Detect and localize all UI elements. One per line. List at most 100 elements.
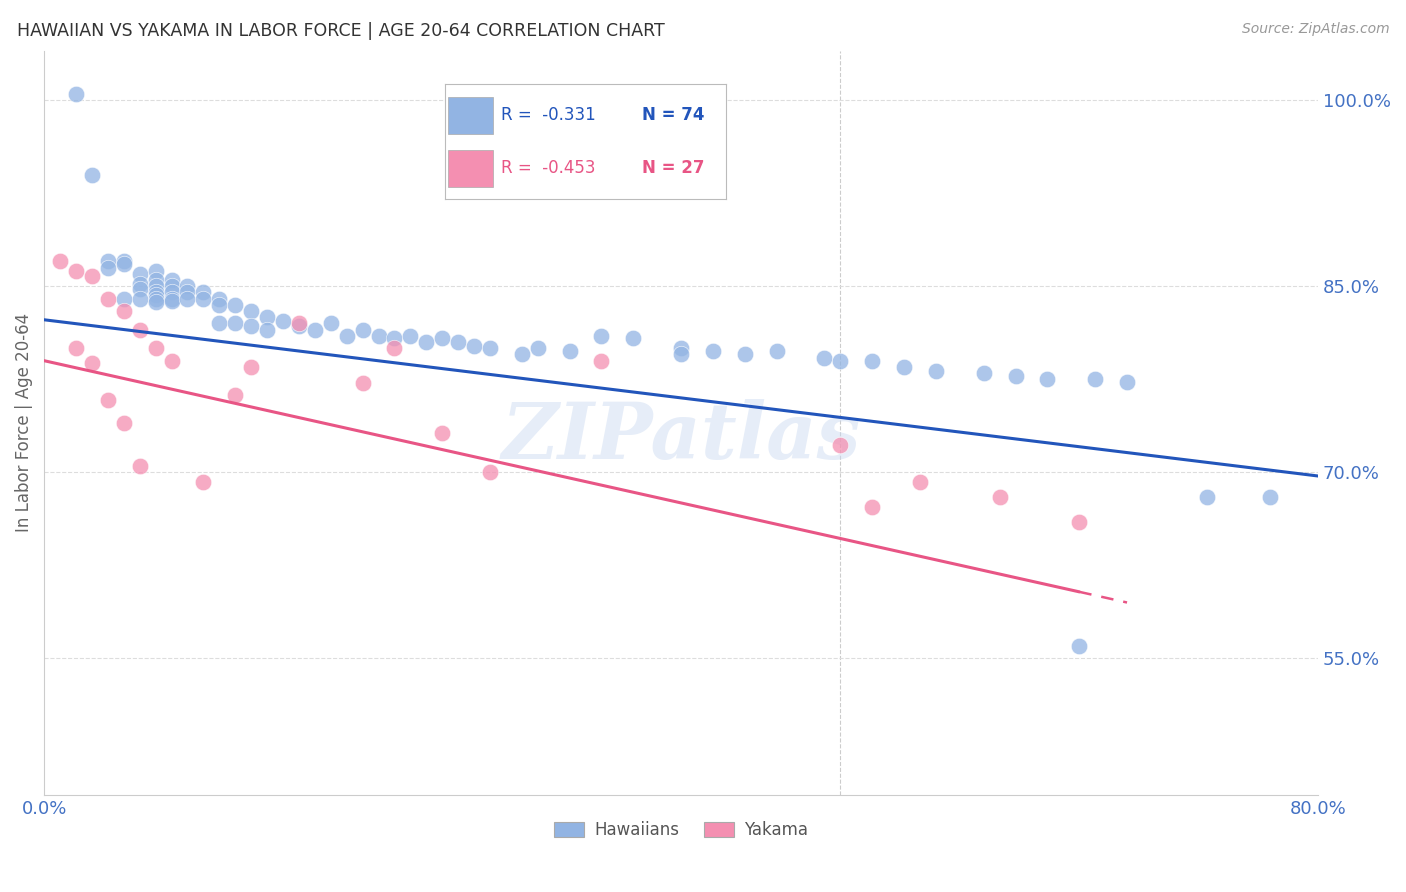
Point <box>925 363 948 377</box>
Point <box>621 331 644 345</box>
Point <box>479 465 502 479</box>
Text: Source: ZipAtlas.com: Source: ZipAtlas.com <box>1241 22 1389 37</box>
Point <box>224 298 246 312</box>
Point <box>734 347 756 361</box>
Point <box>527 341 550 355</box>
Point <box>240 318 263 333</box>
Point <box>893 359 915 374</box>
Point <box>813 351 835 366</box>
Point <box>669 341 692 355</box>
Point <box>80 269 103 284</box>
Point <box>97 292 120 306</box>
Point <box>128 292 150 306</box>
Point <box>145 292 167 306</box>
Point <box>399 329 422 343</box>
Point <box>145 279 167 293</box>
Point <box>256 323 278 337</box>
Point <box>510 347 533 361</box>
Point <box>352 376 374 390</box>
Point <box>112 257 135 271</box>
Point <box>80 168 103 182</box>
Point <box>860 500 883 514</box>
Point <box>240 359 263 374</box>
Point <box>128 282 150 296</box>
Point <box>160 294 183 309</box>
Point <box>97 393 120 408</box>
Point <box>193 475 215 490</box>
Point <box>128 459 150 474</box>
Point <box>860 353 883 368</box>
Text: HAWAIIAN VS YAKAMA IN LABOR FORCE | AGE 20-64 CORRELATION CHART: HAWAIIAN VS YAKAMA IN LABOR FORCE | AGE … <box>17 22 665 40</box>
Point <box>288 318 311 333</box>
Point <box>208 292 231 306</box>
Point <box>591 353 613 368</box>
Point <box>336 329 359 343</box>
Point <box>176 279 198 293</box>
Point <box>765 343 787 358</box>
Point <box>415 335 437 350</box>
Point <box>319 317 342 331</box>
Point <box>224 317 246 331</box>
Point <box>304 323 326 337</box>
Point <box>80 356 103 370</box>
Point <box>112 304 135 318</box>
Point <box>1069 639 1091 653</box>
Point <box>1084 372 1107 386</box>
Point <box>271 314 294 328</box>
Point <box>558 343 581 358</box>
Point <box>591 329 613 343</box>
Point <box>112 254 135 268</box>
Legend: Hawaiians, Yakama: Hawaiians, Yakama <box>547 814 815 846</box>
Point <box>447 335 470 350</box>
Point <box>176 285 198 300</box>
Point <box>112 292 135 306</box>
Point <box>128 323 150 337</box>
Point <box>973 366 995 380</box>
Point <box>1116 375 1139 389</box>
Point <box>479 341 502 355</box>
Point <box>432 425 454 440</box>
Point <box>160 292 183 306</box>
Y-axis label: In Labor Force | Age 20-64: In Labor Force | Age 20-64 <box>15 313 32 533</box>
Point <box>1195 490 1218 504</box>
Point <box>65 87 87 101</box>
Point <box>128 277 150 291</box>
Point <box>128 267 150 281</box>
Point <box>65 341 87 355</box>
Point <box>908 475 931 490</box>
Point <box>1036 372 1059 386</box>
Point <box>160 279 183 293</box>
Point <box>145 273 167 287</box>
Point <box>145 288 167 302</box>
Point <box>65 264 87 278</box>
Point <box>193 292 215 306</box>
Text: ZIPatlas: ZIPatlas <box>502 400 860 475</box>
Point <box>160 353 183 368</box>
Point <box>384 331 406 345</box>
Point <box>830 353 852 368</box>
Point <box>160 273 183 287</box>
Point <box>97 254 120 268</box>
Point <box>240 304 263 318</box>
Point <box>288 317 311 331</box>
Point <box>97 260 120 275</box>
Point <box>988 490 1011 504</box>
Point <box>145 285 167 300</box>
Point <box>384 341 406 355</box>
Point <box>830 438 852 452</box>
Point <box>208 317 231 331</box>
Point <box>49 254 72 268</box>
Point <box>702 343 724 358</box>
Point <box>1004 368 1026 383</box>
Point <box>208 298 231 312</box>
Point <box>256 310 278 325</box>
Point <box>1260 490 1282 504</box>
Point <box>145 264 167 278</box>
Point <box>160 285 183 300</box>
Point <box>145 341 167 355</box>
Point <box>1069 515 1091 529</box>
Point <box>432 331 454 345</box>
Point <box>176 292 198 306</box>
Point <box>112 416 135 430</box>
Point <box>463 339 485 353</box>
